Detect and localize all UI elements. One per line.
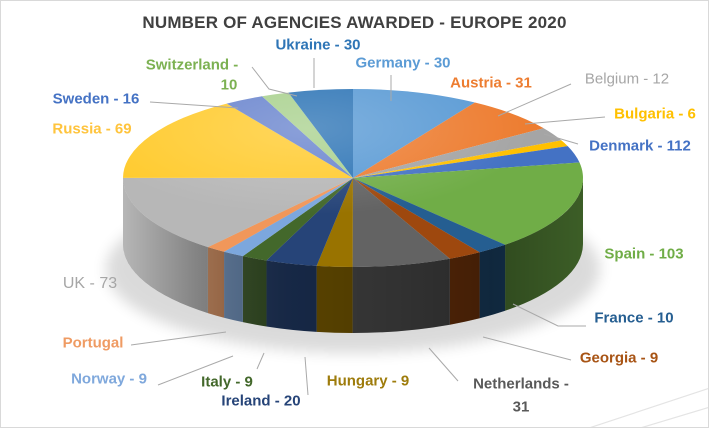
slice-label-netherlands-line2: 31 — [512, 398, 530, 416]
slice-label-netherlands: Netherlands - — [473, 375, 569, 393]
slice-label-italy: Italy - 9 — [201, 373, 253, 391]
slice-label-ireland: Ireland - 20 — [221, 392, 301, 410]
floor-gridline-0 — [590, 388, 708, 427]
floor-gridline-1 — [641, 406, 708, 427]
slice-label-georgia: Georgia - 9 — [579, 349, 659, 367]
leader-line-italy — [256, 352, 265, 370]
leader-line-sweden — [149, 101, 239, 109]
slice-label-bulgaria: Bulgaria - 6 — [614, 105, 696, 123]
leader-line-ireland — [304, 356, 309, 396]
leader-line-portugal — [130, 331, 227, 346]
slice-label-france: France - 10 — [594, 309, 674, 327]
slice-label-switzerland-line2: 10 — [220, 76, 238, 94]
leader-line-switzerland — [251, 66, 298, 97]
side-lighting-overlay — [123, 178, 583, 333]
slice-label-ukraine: Ukraine - 30 — [275, 36, 361, 54]
slice-label-germany: Germany - 30 — [355, 54, 451, 72]
slice-label-portugal: Portugal — [62, 334, 124, 352]
slice-label-sweden: Sweden - 16 — [52, 90, 140, 108]
slice-label-russia: Russia - 69 — [52, 120, 132, 138]
leader-line-netherlands — [428, 347, 459, 382]
slice-label-denmark: Denmark - 112 — [589, 137, 691, 155]
slice-label-spain: Spain - 103 — [604, 245, 684, 263]
leader-line-belgium — [497, 83, 572, 117]
leader-line-norway — [157, 355, 234, 386]
chart-title: NUMBER OF AGENCIES AWARDED - EUROPE 2020 — [142, 13, 567, 32]
leader-line-denmark — [543, 133, 579, 145]
top-shine-overlay — [123, 89, 583, 267]
slice-label-uk: UK - 73 — [62, 274, 118, 292]
leader-line-bulgaria — [524, 116, 606, 125]
slice-label-austria: Austria - 31 — [450, 74, 532, 92]
slice-label-switzerland: Switzerland - — [145, 56, 239, 74]
leader-line-georgia — [482, 336, 572, 361]
leader-line-france — [512, 303, 586, 327]
slice-label-norway: Norway - 9 — [71, 370, 147, 388]
slice-label-belgium: Belgium - 12 — [584, 70, 670, 88]
slice-label-hungary: Hungary - 9 — [326, 372, 410, 390]
